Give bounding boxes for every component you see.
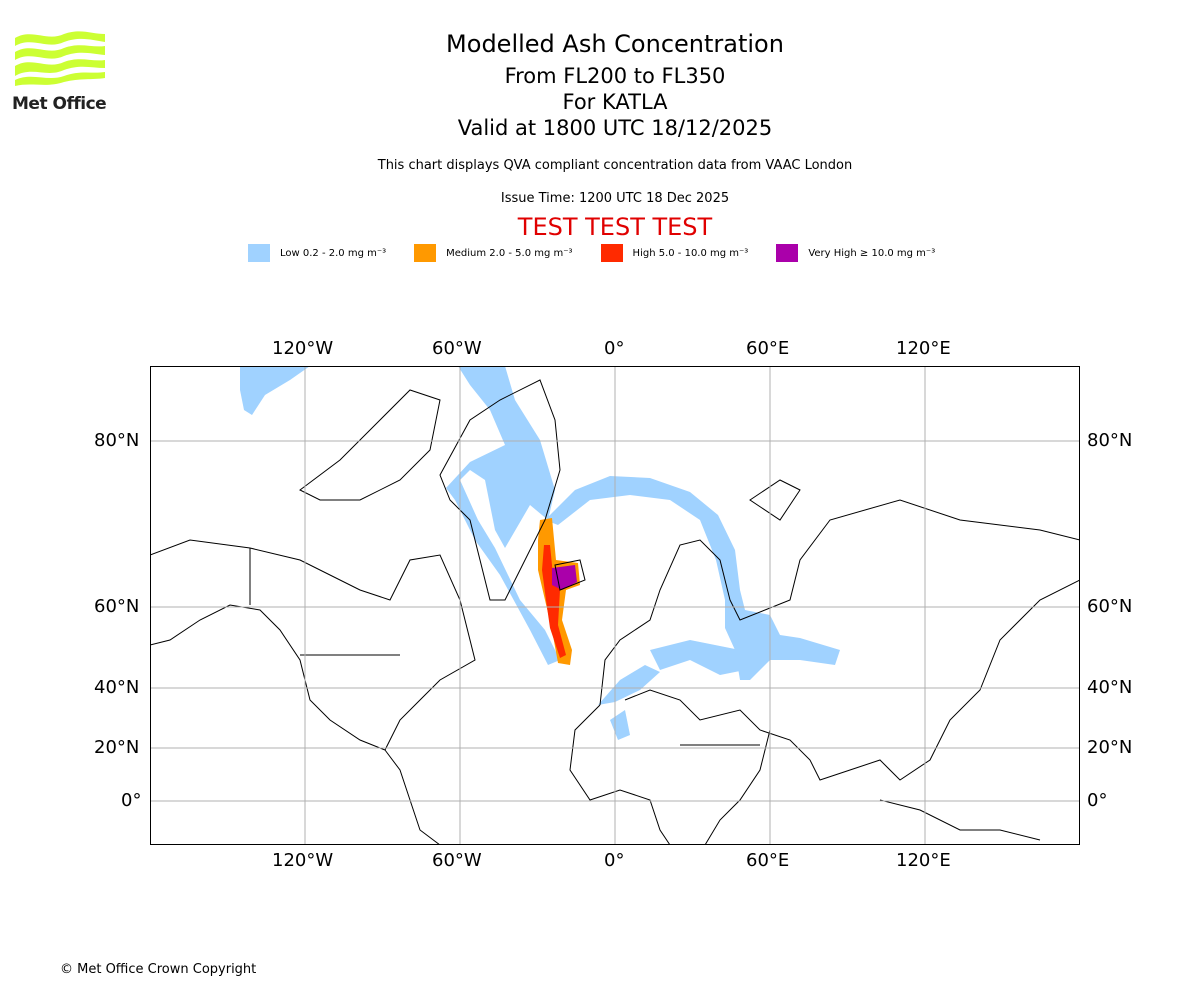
- lon-label-top: 60°W: [432, 338, 482, 359]
- lon-label-bottom: 0°: [604, 850, 625, 871]
- lon-label-top: 0°: [604, 338, 625, 359]
- chart-description: This chart displays QVA compliant concen…: [377, 158, 853, 173]
- lat-label-right: 20°N: [1087, 737, 1133, 758]
- graticule: [150, 366, 1080, 845]
- lat-label-right: 60°N: [1087, 596, 1133, 617]
- legend-swatch-very-high: [776, 244, 799, 262]
- lon-label-bottom: 120°E: [896, 850, 951, 871]
- legend-label-low: Low 0.2 - 2.0 mg m⁻³: [280, 247, 387, 259]
- legend-label-high: High 5.0 - 10.0 mg m⁻³: [632, 247, 749, 259]
- lat-label-left: 0°: [121, 790, 142, 811]
- lat-label-left: 80°N: [94, 430, 140, 451]
- legend-item-medium: Medium 2.0 - 5.0 mg m⁻³: [414, 244, 573, 262]
- legend-item-low: Low 0.2 - 2.0 mg m⁻³: [248, 244, 386, 262]
- legend-swatch-high: [600, 244, 623, 262]
- lon-label-top: 120°E: [896, 338, 951, 359]
- lat-label-left: 40°N: [94, 677, 140, 698]
- lat-label-left: 60°N: [94, 596, 140, 617]
- legend-label-medium: Medium 2.0 - 5.0 mg m⁻³: [446, 247, 573, 259]
- legend: Low 0.2 - 2.0 mg m⁻³ Medium 2.0 - 5.0 mg…: [248, 244, 963, 262]
- legend-swatch-medium: [414, 244, 437, 262]
- lat-label-right: 0°: [1087, 790, 1108, 811]
- met-office-logo: Met Office: [12, 28, 108, 114]
- lat-label-right: 40°N: [1087, 677, 1133, 698]
- legend-item-high: High 5.0 - 10.0 mg m⁻³: [600, 244, 749, 262]
- chart-title: Modelled Ash Concentration: [446, 30, 784, 58]
- map-frame: [150, 366, 1080, 845]
- valid-time: Valid at 1800 UTC 18/12/2025: [457, 116, 773, 140]
- issue-time: Issue Time: 1200 UTC 18 Dec 2025: [500, 191, 730, 206]
- copyright: © Met Office Crown Copyright: [60, 962, 257, 977]
- test-banner: TEST TEST TEST: [517, 213, 713, 241]
- lon-label-top: 60°E: [746, 338, 790, 359]
- logo-text: Met Office: [12, 94, 107, 114]
- lon-label-bottom: 60°W: [432, 850, 482, 871]
- flight-levels: From FL200 to FL350: [504, 64, 726, 88]
- lon-label-bottom: 120°W: [272, 850, 334, 871]
- lon-label-top: 120°W: [272, 338, 334, 359]
- legend-item-very-high: Very High ≥ 10.0 mg m⁻³: [776, 244, 935, 262]
- lat-label-left: 20°N: [94, 737, 140, 758]
- legend-label-very-high: Very High ≥ 10.0 mg m⁻³: [808, 247, 936, 259]
- lat-label-right: 80°N: [1087, 430, 1133, 451]
- coastlines: [150, 379, 1080, 845]
- volcano-name: For KATLA: [562, 90, 668, 114]
- lon-label-bottom: 60°E: [746, 850, 790, 871]
- legend-swatch-low: [248, 244, 270, 262]
